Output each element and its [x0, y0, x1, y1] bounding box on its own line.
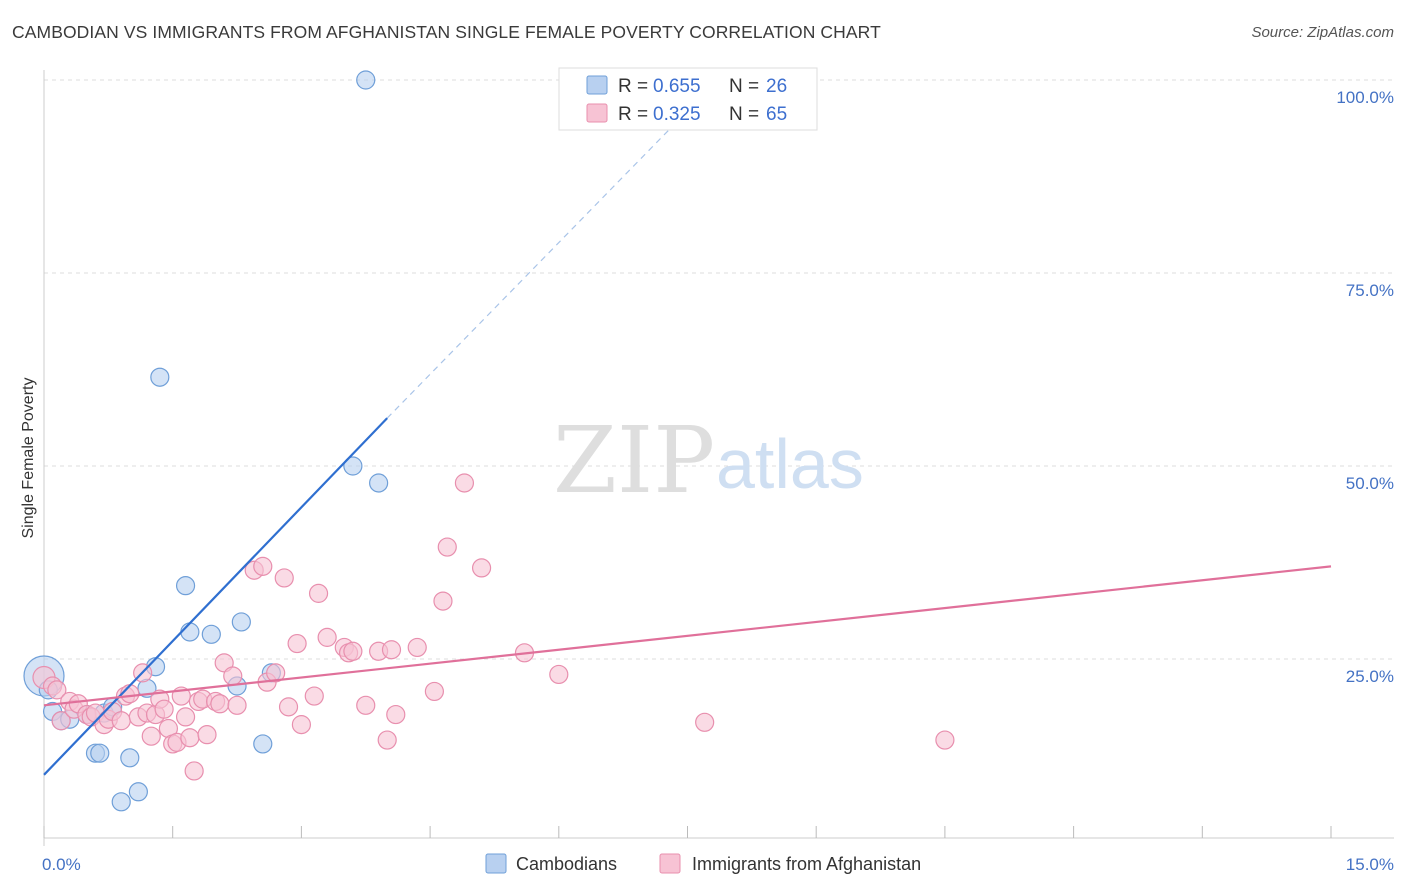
point-afghanistan-3	[51, 711, 71, 731]
point-cambodians-10	[120, 748, 140, 768]
point-afghanistan-48	[317, 627, 337, 647]
point-afghanistan-44	[287, 633, 307, 654]
legend: Cambodians Immigrants from Afghanistan	[485, 853, 921, 874]
point-afghanistan-66	[935, 730, 955, 750]
trend-line-dashed-cambodians	[386, 110, 688, 419]
point-afghanistan-45	[291, 715, 311, 735]
stats-r-value-cambodians: 0.655	[653, 76, 701, 97]
point-afghanistan-47	[308, 583, 329, 603]
point-afghanistan-52	[356, 695, 376, 715]
point-afghanistan-58	[424, 681, 444, 702]
trend-line-afghanistan	[43, 565, 1332, 707]
stats-n-value-afghanistan: 65	[766, 104, 787, 125]
point-afghanistan-32	[197, 725, 217, 745]
point-afghanistan-27	[175, 707, 196, 727]
watermark-zip: ZIP	[553, 407, 715, 514]
y-tick-label-0: 25.0%	[1346, 667, 1394, 686]
point-afghanistan-56	[386, 704, 406, 725]
axis-layer: 25.0% 50.0% 75.0% 100.0% 0.0% 15.0%	[42, 70, 1394, 874]
watermark-atlas: atlas	[716, 425, 864, 503]
point-afghanistan-65	[695, 712, 715, 732]
chart-title: CAMBODIAN VS IMMIGRANTS FROM AFGHANISTAN…	[12, 22, 881, 42]
point-afghanistan-2	[47, 680, 67, 700]
point-afghanistan-46	[304, 686, 324, 706]
y-tick-label-1: 50.0%	[1346, 474, 1394, 493]
stats-n-label-afghanistan: N =	[729, 104, 759, 125]
point-cambodians-15	[175, 576, 196, 596]
point-afghanistan-13	[111, 711, 131, 731]
x-tick-label-1: 15.0%	[1346, 855, 1394, 874]
point-afghanistan-39	[253, 556, 273, 576]
stats-n-label-cambodians: N =	[729, 76, 759, 97]
point-cambodians-17	[201, 624, 221, 644]
point-afghanistan-59	[433, 591, 453, 611]
point-afghanistan-55	[381, 640, 402, 660]
x-tick-label-0: 0.0%	[42, 855, 81, 874]
point-afghanistan-43	[278, 697, 299, 717]
point-afghanistan-19	[141, 726, 161, 746]
point-afghanistan-64	[549, 664, 569, 685]
point-afghanistan-61	[454, 473, 475, 493]
stats-r-label-cambodians: R =	[618, 76, 648, 97]
point-cambodians-24	[356, 70, 376, 90]
stats-box: R = 0.655 N = 26 R = 0.325 N = 65	[558, 67, 818, 131]
point-cambodians-23	[369, 473, 389, 493]
point-cambodians-9	[111, 792, 131, 812]
point-afghanistan-60	[437, 537, 457, 557]
legend-swatch-cambodians	[485, 853, 507, 874]
point-cambodians-22	[343, 456, 363, 476]
trend-layer	[43, 110, 1332, 776]
legend-label-cambodians: Cambodians	[516, 854, 617, 874]
stats-n-value-cambodians: 26	[766, 76, 787, 97]
point-afghanistan-57	[407, 637, 427, 658]
trend-line-cambodians	[43, 417, 388, 776]
point-afghanistan-41	[266, 663, 286, 683]
stats-r-label-afghanistan: R =	[618, 104, 648, 125]
point-cambodians-20	[253, 734, 273, 754]
point-afghanistan-62	[471, 558, 492, 578]
y-tick-label-2: 75.0%	[1346, 281, 1394, 300]
chart-source: Source: ZipAtlas.com	[1251, 24, 1394, 41]
point-afghanistan-34	[210, 694, 230, 714]
legend-swatch-afghanistan	[659, 853, 681, 874]
point-afghanistan-54	[377, 730, 397, 750]
watermark: ZIP atlas	[553, 407, 864, 514]
point-afghanistan-22	[154, 699, 174, 719]
stats-r-value-afghanistan: 0.325	[653, 104, 701, 125]
point-cambodians-14	[150, 367, 170, 387]
point-cambodians-19	[231, 612, 251, 632]
stats-swatch-blue	[586, 75, 608, 95]
stats-swatch-pink	[586, 103, 608, 123]
point-afghanistan-36	[223, 666, 243, 686]
point-afghanistan-29	[184, 761, 204, 781]
legend-label-afghanistan: Immigrants from Afghanistan	[692, 854, 921, 874]
point-afghanistan-28	[180, 728, 200, 748]
point-afghanistan-51	[343, 641, 363, 661]
point-cambodians-11	[128, 782, 148, 802]
y-tick-label-3: 100.0%	[1336, 88, 1394, 107]
point-afghanistan-42	[274, 568, 294, 588]
point-afghanistan-37	[227, 695, 247, 715]
point-cambodians-6	[90, 743, 110, 763]
point-cambodians-16	[180, 622, 200, 642]
